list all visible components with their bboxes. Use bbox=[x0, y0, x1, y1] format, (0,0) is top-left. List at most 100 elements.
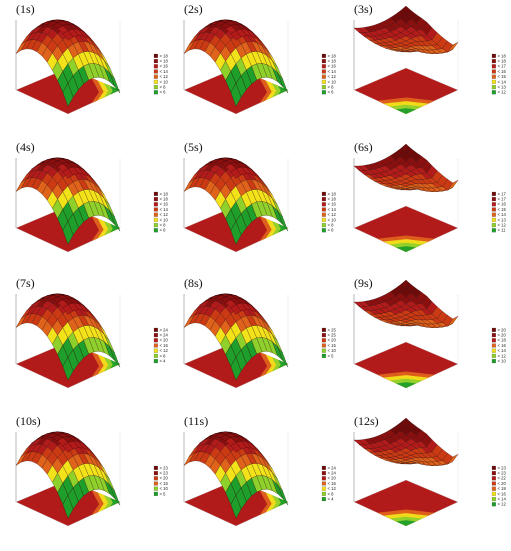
surface-plot: > 24< 24< 20< 16< 12< 8< 4 bbox=[174, 414, 339, 549]
legend-swatch bbox=[322, 354, 326, 358]
legend-swatch bbox=[492, 466, 496, 470]
panel-10: (10s)> 23< 23< 20< 15< 10< 5 bbox=[6, 414, 176, 551]
legend-swatch bbox=[154, 70, 158, 74]
legend-swatch bbox=[492, 492, 496, 496]
surface-plot: > 23< 23< 20< 15< 10< 5 bbox=[6, 414, 171, 549]
panel-1: (1s)> 18< 18< 16< 14< 12< 10< 8< 6 bbox=[6, 2, 176, 139]
legend-swatch bbox=[492, 476, 496, 480]
legend-swatch bbox=[492, 497, 496, 501]
legend-swatch bbox=[154, 64, 158, 68]
legend-swatch bbox=[322, 492, 326, 496]
legend-swatch bbox=[492, 192, 496, 196]
legend-swatch bbox=[154, 349, 158, 353]
legend-swatch bbox=[322, 471, 326, 475]
legend-swatch bbox=[154, 359, 158, 363]
legend-swatch bbox=[492, 223, 496, 227]
legend-swatch bbox=[154, 228, 158, 232]
legend-swatch bbox=[154, 75, 158, 79]
legend-swatch bbox=[492, 75, 496, 79]
legend-label: < 6 bbox=[160, 90, 167, 95]
legend-swatch bbox=[322, 338, 326, 342]
legend-label: < 6 bbox=[160, 228, 167, 233]
legend-swatch bbox=[322, 54, 326, 58]
surface-plot: > 18< 18< 16< 14< 12< 10< 8< 6 bbox=[6, 2, 171, 137]
legend-swatch bbox=[154, 202, 158, 206]
legend-swatch bbox=[154, 54, 158, 58]
surface-plot: > 25< 25< 20< 15< 10< 5 bbox=[174, 276, 339, 411]
legend-swatch bbox=[492, 208, 496, 212]
legend-swatch bbox=[492, 338, 496, 342]
legend-swatch bbox=[154, 90, 158, 94]
legend-swatch bbox=[154, 338, 158, 342]
legend-swatch bbox=[322, 349, 326, 353]
legend-swatch bbox=[154, 208, 158, 212]
panel-4: (4s)> 18< 18< 16< 14< 12< 10< 8< 6 bbox=[6, 140, 176, 277]
surface-plot: > 17< 17< 16< 15< 14< 13< 12< 11 bbox=[344, 140, 509, 275]
legend-swatch bbox=[322, 466, 326, 470]
panel-6: (6s)> 17< 17< 16< 15< 14< 13< 12< 11 bbox=[344, 140, 511, 277]
legend-swatch bbox=[154, 218, 158, 222]
legend-swatch bbox=[492, 359, 496, 363]
legend-label: < 5 bbox=[328, 353, 335, 358]
legend-label: < 12 bbox=[498, 502, 507, 507]
legend-label: < 4 bbox=[160, 359, 167, 364]
legend-swatch bbox=[322, 487, 326, 491]
legend-label: < 6 bbox=[328, 228, 335, 233]
legend-swatch bbox=[322, 223, 326, 227]
legend-swatch bbox=[154, 344, 158, 348]
legend-swatch bbox=[154, 223, 158, 227]
legend-label: < 5 bbox=[160, 491, 167, 496]
legend-swatch bbox=[154, 482, 158, 486]
legend-swatch bbox=[492, 349, 496, 353]
legend-swatch bbox=[322, 218, 326, 222]
surface-plot: > 24< 24< 20< 16< 12< 8< 4 bbox=[6, 276, 171, 411]
legend-swatch bbox=[322, 85, 326, 89]
legend-swatch bbox=[492, 344, 496, 348]
legend-swatch bbox=[154, 333, 158, 337]
legend-swatch bbox=[154, 80, 158, 84]
legend-label: < 10 bbox=[498, 359, 507, 364]
legend-swatch bbox=[492, 218, 496, 222]
legend-label: < 12 bbox=[498, 90, 507, 95]
legend-swatch bbox=[492, 482, 496, 486]
legend-swatch bbox=[154, 487, 158, 491]
surface-plot: > 18< 18< 16< 14< 12< 10< 8< 6 bbox=[174, 140, 339, 275]
legend-swatch bbox=[154, 328, 158, 332]
legend-swatch bbox=[492, 90, 496, 94]
legend-swatch bbox=[492, 197, 496, 201]
legend-swatch bbox=[322, 328, 326, 332]
legend-swatch bbox=[322, 70, 326, 74]
legend-label: < 11 bbox=[498, 228, 507, 233]
legend-swatch bbox=[322, 208, 326, 212]
legend-swatch bbox=[322, 344, 326, 348]
legend-swatch bbox=[154, 192, 158, 196]
legend-swatch bbox=[322, 213, 326, 217]
legend-swatch bbox=[154, 59, 158, 63]
legend-label: < 4 bbox=[328, 497, 335, 502]
legend-swatch bbox=[154, 492, 158, 496]
legend-swatch bbox=[492, 328, 496, 332]
panel-3: (3s)> 18< 18< 17< 16< 15< 14< 13< 12 bbox=[344, 2, 511, 139]
panel-9: (9s)> 20< 20< 18< 16< 14< 12< 10 bbox=[344, 276, 511, 413]
legend-swatch bbox=[322, 192, 326, 196]
legend-swatch bbox=[322, 476, 326, 480]
legend-swatch bbox=[322, 59, 326, 63]
panel-7: (7s)> 24< 24< 20< 16< 12< 8< 4 bbox=[6, 276, 176, 413]
legend-swatch bbox=[492, 487, 496, 491]
legend-swatch bbox=[492, 228, 496, 232]
legend-swatch bbox=[322, 482, 326, 486]
surface-plot: > 23< 23< 22< 20< 18< 16< 14< 12 bbox=[344, 414, 509, 549]
legend-swatch bbox=[154, 466, 158, 470]
legend-swatch bbox=[322, 333, 326, 337]
legend-swatch bbox=[154, 354, 158, 358]
legend-swatch bbox=[154, 85, 158, 89]
legend-label: < 6 bbox=[328, 90, 335, 95]
legend-swatch bbox=[492, 54, 496, 58]
legend-swatch bbox=[492, 70, 496, 74]
legend-swatch bbox=[322, 202, 326, 206]
legend-swatch bbox=[322, 80, 326, 84]
panel-8: (8s)> 25< 25< 20< 15< 10< 5 bbox=[174, 276, 344, 413]
legend-swatch bbox=[492, 80, 496, 84]
legend-swatch bbox=[154, 213, 158, 217]
